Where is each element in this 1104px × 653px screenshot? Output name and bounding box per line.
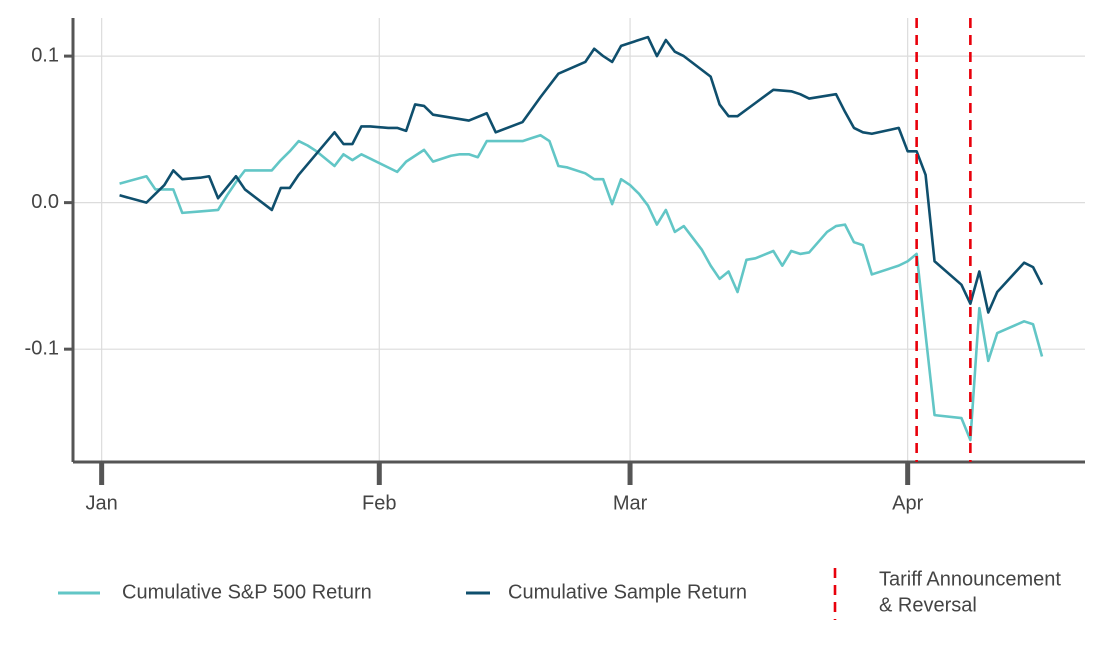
x-tick-label: Mar (613, 492, 648, 514)
y-tick-label: -0.1 (25, 337, 59, 359)
x-tick-label: Feb (362, 492, 396, 514)
legend-label: Cumulative Sample Return (508, 581, 747, 603)
legend-label: Cumulative S&P 500 Return (122, 581, 372, 603)
x-tick-label: Apr (892, 492, 923, 514)
y-tick-label: 0.1 (31, 44, 59, 66)
series-line (119, 133, 1044, 442)
legend-label: Tariff Announcement (879, 568, 1061, 590)
legend-label: & Reversal (879, 594, 977, 616)
series-line (119, 35, 1044, 314)
y-tick-label: 0.0 (31, 191, 59, 213)
x-tick-label: Jan (86, 492, 118, 514)
